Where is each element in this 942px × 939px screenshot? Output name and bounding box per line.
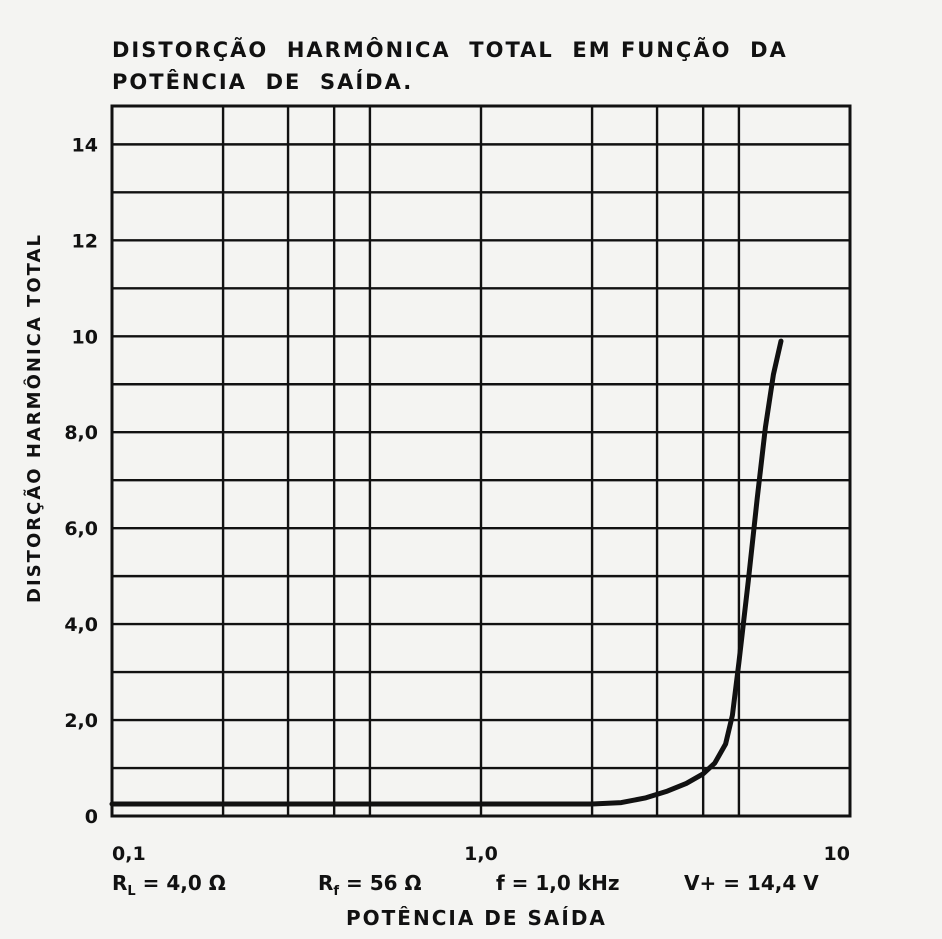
param-rf-symbol: R [318, 871, 334, 895]
param-rf-subscript: f [333, 884, 340, 899]
x-tick-label: 1,0 [464, 843, 498, 865]
y-tick-label: 14 [72, 134, 98, 156]
y-tick-label: 4,0 [64, 614, 98, 636]
x-axis-label: POTÊNCIA DE SAÍDA [346, 906, 607, 930]
series-group [109, 338, 784, 807]
plot-border [110, 104, 852, 818]
y-tick-label: 8,0 [64, 422, 98, 444]
param-feedback-resistance: Rf = 56 Ω [318, 871, 422, 899]
x-tick-label: 0,1 [112, 843, 146, 865]
y-tick-label: 10 [72, 326, 98, 348]
chart-title: DISTORÇÃO HARMÔNICA TOTAL EM FUNÇÃO DA P… [112, 34, 788, 98]
y-tick-label: 0 [85, 806, 98, 828]
y-tick-label: 12 [72, 230, 98, 252]
chart-title-line-1: DISTORÇÃO HARMÔNICA TOTAL EM FUNÇÃO DA [112, 38, 788, 62]
param-frequency: f = 1,0 kHz [496, 871, 620, 895]
x-tick-label: 10 [824, 843, 850, 865]
y-tick-labels: 0 2,0 4,0 6,0 8,0 10 12 14 [64, 134, 98, 828]
param-rl-symbol: R [112, 871, 128, 895]
y-tick-label: 2,0 [64, 710, 98, 732]
x-tick-labels: 0,1 1,0 10 [112, 843, 850, 865]
param-rf-value: = 56 Ω [339, 871, 422, 895]
grid-lines [110, 104, 852, 818]
plot-frame [110, 104, 852, 818]
param-supply-voltage: V+ = 14,4 V [684, 871, 819, 895]
param-rl-value: = 4,0 Ω [135, 871, 226, 895]
y-tick-label: 6,0 [64, 518, 98, 540]
param-rl-subscript: L [127, 884, 136, 899]
chart-title-line-2: POTÊNCIA DE SAÍDA. [112, 70, 414, 94]
param-load-resistance: RL = 4,0 Ω [112, 871, 226, 899]
series-line-distortion [109, 338, 784, 807]
